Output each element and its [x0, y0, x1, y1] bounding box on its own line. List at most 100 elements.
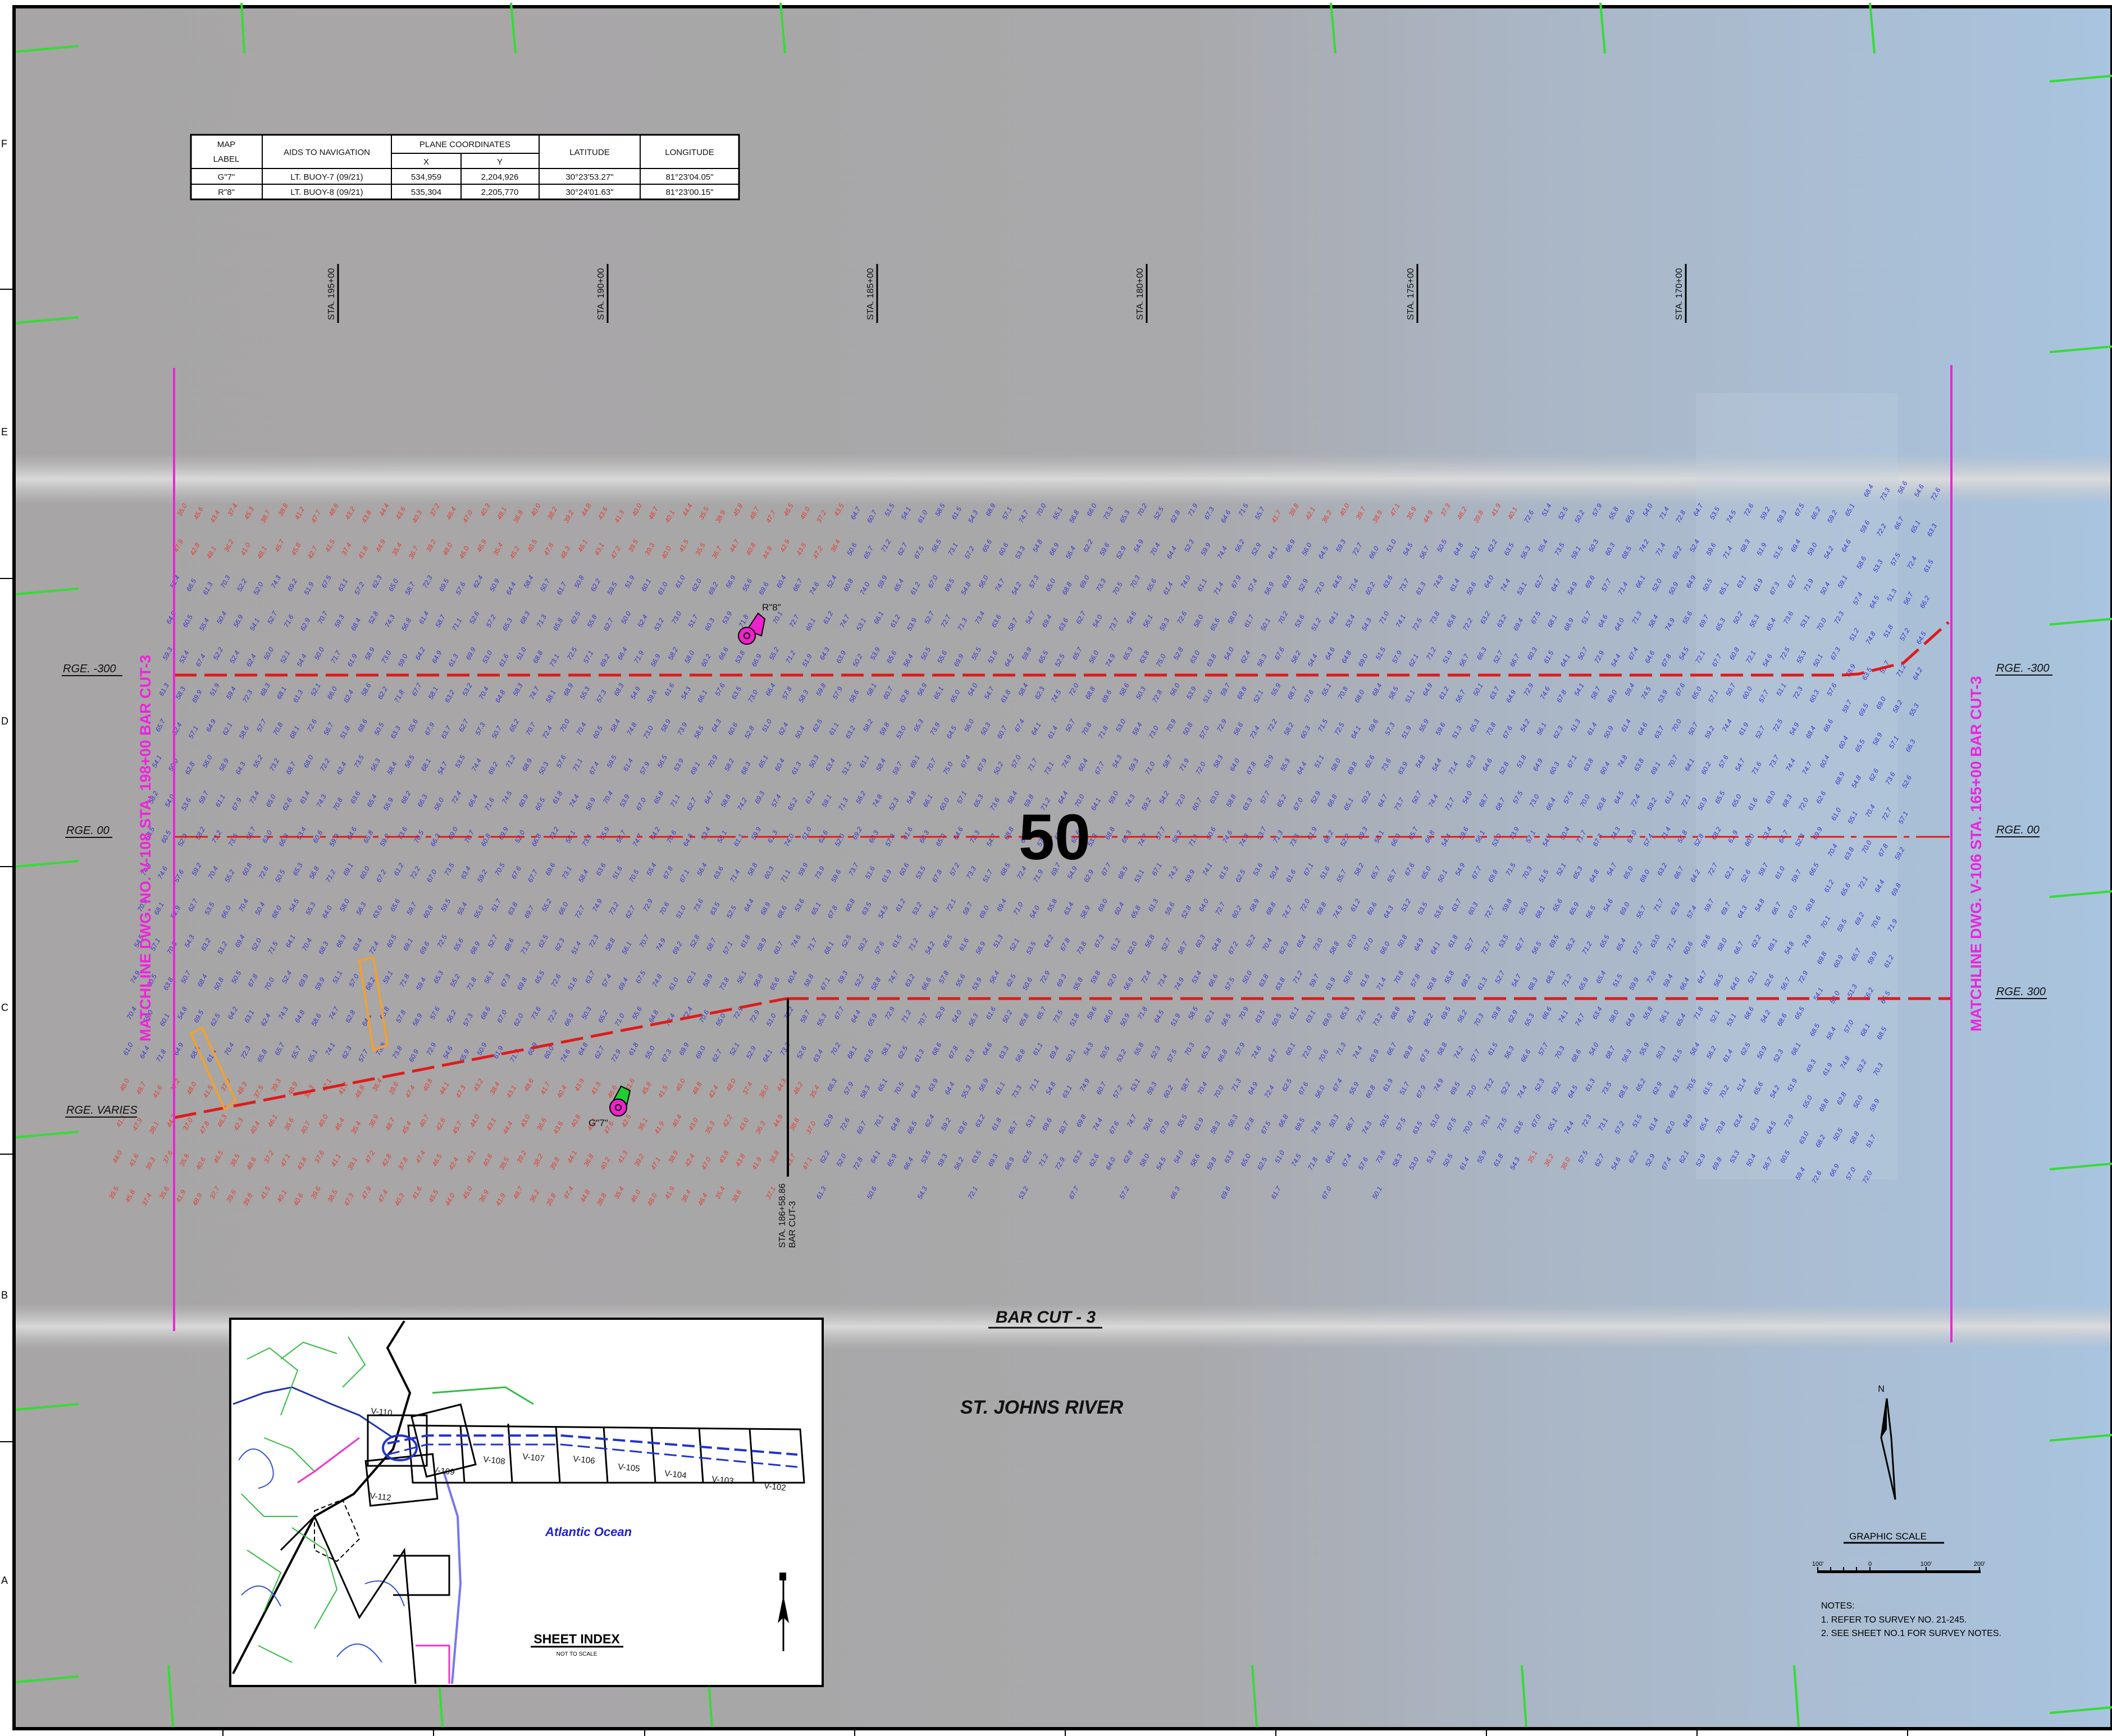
- inset-subtitle: NOT TO SCALE: [556, 1651, 597, 1657]
- matchline-right-label: MATCHLINE DWG. V-106 STA. 165+00 BAR CUT…: [1968, 676, 1985, 1032]
- inset-sheet-label: V-112: [370, 1491, 392, 1503]
- inset-sheet-label: V-110: [371, 1406, 393, 1418]
- cell-lon: 81°23'00.15": [665, 188, 713, 197]
- grid-tick: [2049, 1706, 2112, 1714]
- border-letter: C: [1, 1002, 8, 1013]
- inset-sheet-label: V-107: [522, 1452, 545, 1464]
- bar-cut-label: BAR CUT - 3: [996, 1308, 1096, 1327]
- grid-tick: [2049, 618, 2112, 626]
- grid-tick: [2049, 890, 2112, 898]
- shoal-outline-2: [358, 956, 389, 1052]
- buoy-g7[interactable]: G"7": [589, 1085, 631, 1128]
- green-buoy-position-icon: [609, 1099, 627, 1117]
- inset-sheet-label: V-105: [618, 1462, 641, 1474]
- cell-y: 2,205,770: [481, 188, 519, 197]
- grid-tick: [1251, 1665, 1258, 1728]
- inset-jetty: [393, 1555, 450, 1596]
- border-grid-letters: F E D C B A: [1, 138, 8, 1586]
- shoal-outline-1: [189, 1026, 238, 1111]
- border-letter: F: [1, 138, 7, 149]
- buoy-center-dot: [615, 1104, 622, 1111]
- station-marker-sta: STA. 186+58.86: [778, 1183, 787, 1248]
- range-label-left-varies: RGE. VARIES: [66, 1104, 138, 1117]
- grid-tick: [15, 860, 79, 868]
- inset-sheet-labels: V-110 V-109 V-108 V-107 V-106 V-105 V-104 V-103…: [370, 1406, 787, 1503]
- range-labels-left: RGE. -300 RGE. 00 RGE. VARIES: [62, 663, 138, 1118]
- matchline-left-label: MATCHLINE DWG. NO. V-108 STA. 198+00 BAR…: [137, 655, 154, 1041]
- sheet-index-inset[interactable]: V-110 V-109 V-108 V-107 V-106 V-105 V-104 V-103…: [229, 1318, 824, 1687]
- red-buoy-label: R"8": [762, 602, 781, 613]
- range-labels-right: RGE. -300 RGE. 00 RGE. 300: [1995, 662, 2052, 999]
- range-label-right-00: RGE. 00: [1996, 824, 2040, 836]
- inset-roads: [241, 1336, 366, 1663]
- sheet-divider: [555, 1426, 561, 1483]
- grid-tick: [2049, 345, 2112, 353]
- range-label-left-minus-300: RGE. -300: [63, 663, 116, 675]
- station-label: STA. 185+00: [866, 268, 875, 320]
- table-frame: [190, 134, 740, 201]
- inset-sheet-label: V-108: [483, 1455, 506, 1466]
- inset-river-bank: [232, 1386, 394, 1439]
- station-marker-label: STA. 186+58.86 BAR CUT-3: [778, 1181, 797, 1248]
- station-label: STA. 170+00: [1675, 268, 1684, 320]
- sheet-divider: [749, 1428, 755, 1483]
- graphic-scale-tick-label: 200': [1974, 1561, 1985, 1568]
- sheet-divider: [650, 1427, 656, 1483]
- buoy-r8[interactable]: R"8": [738, 602, 781, 645]
- inset-beach-line: [443, 1471, 462, 1684]
- border-ticks: [0, 289, 1908, 1736]
- inset-ocean-label: Atlantic Ocean: [545, 1525, 632, 1539]
- grid-tick: [15, 316, 79, 324]
- range-label-left-00: RGE. 00: [66, 824, 110, 837]
- range-varies-line: [174, 997, 787, 1119]
- range-label-right-minus-300: RGE. -300: [1996, 662, 2049, 675]
- graphic-scale-title: GRAPHIC SCALE: [1849, 1531, 1927, 1542]
- haze-patch: [1696, 393, 1898, 1179]
- graphic-scale-tick-label: 100': [1921, 1561, 1932, 1568]
- sheet-strip: [407, 1424, 805, 1484]
- cell-lat: 30°24'01.63": [565, 188, 613, 197]
- header-map-label-1: MAP: [217, 140, 236, 149]
- header-map-label-2: LABEL: [213, 154, 240, 164]
- grid-tick: [15, 1131, 79, 1138]
- station-label: STA. 195+00: [327, 268, 336, 320]
- notes-title: NOTES:: [1821, 1601, 1855, 1611]
- inset-channel-edge: [387, 1443, 798, 1468]
- notes-line: 2. SEE SHEET NO.1 FOR SURVEY NOTES.: [1821, 1629, 2001, 1638]
- station-label: STA. 175+00: [1406, 268, 1416, 320]
- inset-sheet-label: V-106: [573, 1454, 596, 1466]
- cell-aid: LT. BUOY-7 (09/21): [290, 172, 363, 182]
- header-aids: AIDS TO NAVIGATION: [284, 148, 370, 157]
- graphic-scale-tick-label: 100': [1812, 1561, 1823, 1568]
- sheet-divider: [507, 1423, 513, 1483]
- north-arrow-icon: N: [1878, 1384, 1896, 1500]
- header-x: X: [423, 157, 429, 167]
- sheet-number: 50: [1019, 801, 1091, 873]
- coordinate-grid-ticks: [15, 2, 2112, 1728]
- header-plane: PLANE COORDINATES: [419, 140, 510, 149]
- inset-sheet-label: V-103: [711, 1474, 735, 1486]
- table-row: R"8" LT. BUOY-8 (09/21) 535,304 2,205,77…: [218, 188, 713, 197]
- station-marker-cut: BAR CUT-3: [788, 1201, 797, 1248]
- red-buoy-position-icon: [738, 627, 756, 645]
- grid-tick: [15, 1403, 79, 1411]
- grid-tick: [1521, 1665, 1527, 1728]
- border-letter: A: [1, 1575, 8, 1586]
- sheet-box-v110: [367, 1414, 428, 1467]
- grid-tick: [2049, 75, 2112, 83]
- inset-magenta-road: [297, 1437, 360, 1484]
- station-label: STA. 190+00: [596, 268, 606, 320]
- table-row: G"7" LT. BUOY-7 (09/21) 534,959 2,204,92…: [218, 172, 714, 182]
- cell-lon: 81°23'04.05": [665, 172, 713, 182]
- graphic-scale-bar: [1818, 1570, 1981, 1573]
- navigation-aids-table: MAP LABEL AIDS TO NAVIGATION PLANE COORD…: [190, 134, 740, 201]
- border-letter: E: [1, 426, 8, 438]
- inset-north-arrow-icon: [778, 1573, 789, 1651]
- cell-label: G"7": [218, 172, 235, 182]
- inset-channel-centerline: [387, 1434, 798, 1456]
- inset-green-channel: [432, 1386, 534, 1405]
- grid-tick: [1599, 2, 1606, 54]
- grid-tick: [2049, 1163, 2112, 1170]
- range-minus-300-line: [174, 621, 1950, 677]
